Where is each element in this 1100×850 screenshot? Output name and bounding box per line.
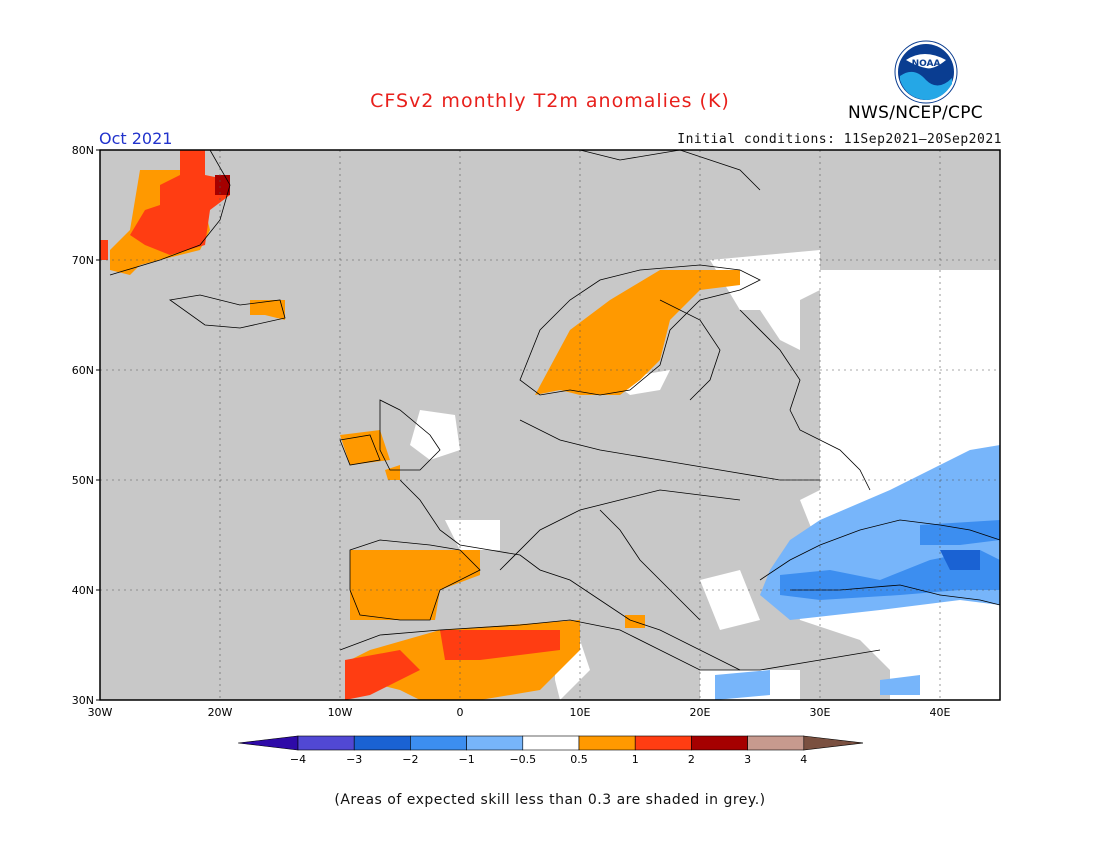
lon-label-10w: 10W bbox=[328, 706, 353, 719]
colorbar-labels: −4 −3 −2 −1 −0.5 0.5 1 2 3 4 bbox=[290, 753, 807, 766]
lat-ticks bbox=[96, 149, 100, 701]
colorbar-cell bbox=[466, 735, 524, 751]
lat-label-30n: 30N bbox=[72, 694, 94, 707]
lat-label-70n: 70N bbox=[72, 254, 94, 267]
lon-labels: 30W 20W 10W 0 10E 20E 30E 40E bbox=[88, 706, 951, 719]
colorbar-cell bbox=[297, 735, 355, 751]
map-frame bbox=[99, 149, 1001, 701]
forecast-month: Oct 2021 bbox=[99, 129, 173, 148]
colorbar-cell bbox=[353, 735, 411, 751]
lon-label-0: 0 bbox=[457, 706, 464, 719]
colorbar-label: 0.5 bbox=[570, 753, 588, 766]
colorbar-cell bbox=[634, 735, 692, 751]
lon-label-30w: 30W bbox=[88, 706, 113, 719]
colorbar-cell-max bbox=[803, 735, 863, 751]
colorbar-label: 1 bbox=[632, 753, 639, 766]
logo-lettering: NOAA bbox=[912, 59, 941, 69]
lon-label-30e: 30E bbox=[810, 706, 831, 719]
colorbar-cell bbox=[410, 735, 467, 751]
colorbar: −4 −3 −2 −1 −0.5 0.5 1 2 3 4 bbox=[238, 735, 863, 766]
skill-footnote: (Areas of expected skill less than 0.3 a… bbox=[334, 792, 766, 808]
org-label: NWS/NCEP/CPC bbox=[848, 103, 983, 123]
lon-label-40e: 40E bbox=[930, 706, 951, 719]
colorbar-label: −0.5 bbox=[509, 753, 536, 766]
colorbar-label: −1 bbox=[458, 753, 474, 766]
lat-label-50n: 50N bbox=[72, 474, 94, 487]
colorbar-cell bbox=[747, 735, 805, 751]
graticule bbox=[100, 150, 1000, 700]
colorbar-label: −2 bbox=[402, 753, 418, 766]
colorbar-label: 3 bbox=[744, 753, 751, 766]
anomaly-map: 30N 40N 50N 60N 70N 80N 30W 20W 10W 0 10… bbox=[72, 144, 1001, 719]
strong-warm-regions bbox=[100, 150, 560, 700]
lat-label-40n: 40N bbox=[72, 584, 94, 597]
colorbar-cell bbox=[522, 735, 580, 751]
colorbar-cell bbox=[691, 735, 748, 751]
lon-label-20w: 20W bbox=[208, 706, 233, 719]
extreme-warm-region bbox=[215, 175, 230, 195]
strong-cool-region bbox=[940, 550, 980, 570]
lon-label-10e: 10E bbox=[570, 706, 591, 719]
colorbar-cell-min bbox=[238, 735, 299, 751]
lat-labels: 30N 40N 50N 60N 70N 80N bbox=[72, 144, 94, 707]
colorbar-label: −4 bbox=[290, 753, 306, 766]
noaa-logo: NOAA bbox=[894, 40, 958, 104]
lat-label-80n: 80N bbox=[72, 144, 94, 157]
map-title: CFSv2 monthly T2m anomalies (K) bbox=[370, 90, 730, 112]
colorbar-label: −3 bbox=[346, 753, 362, 766]
colorbar-cells bbox=[238, 735, 863, 751]
lat-label-60n: 60N bbox=[72, 364, 94, 377]
lon-label-20e: 20E bbox=[690, 706, 711, 719]
colorbar-cell bbox=[578, 735, 636, 751]
colorbar-label: 2 bbox=[688, 753, 695, 766]
initial-conditions: Initial conditions: 11Sep2021–20Sep2021 bbox=[677, 132, 1002, 147]
moderate-cool-regions bbox=[780, 520, 1000, 600]
colorbar-label: 4 bbox=[800, 753, 807, 766]
